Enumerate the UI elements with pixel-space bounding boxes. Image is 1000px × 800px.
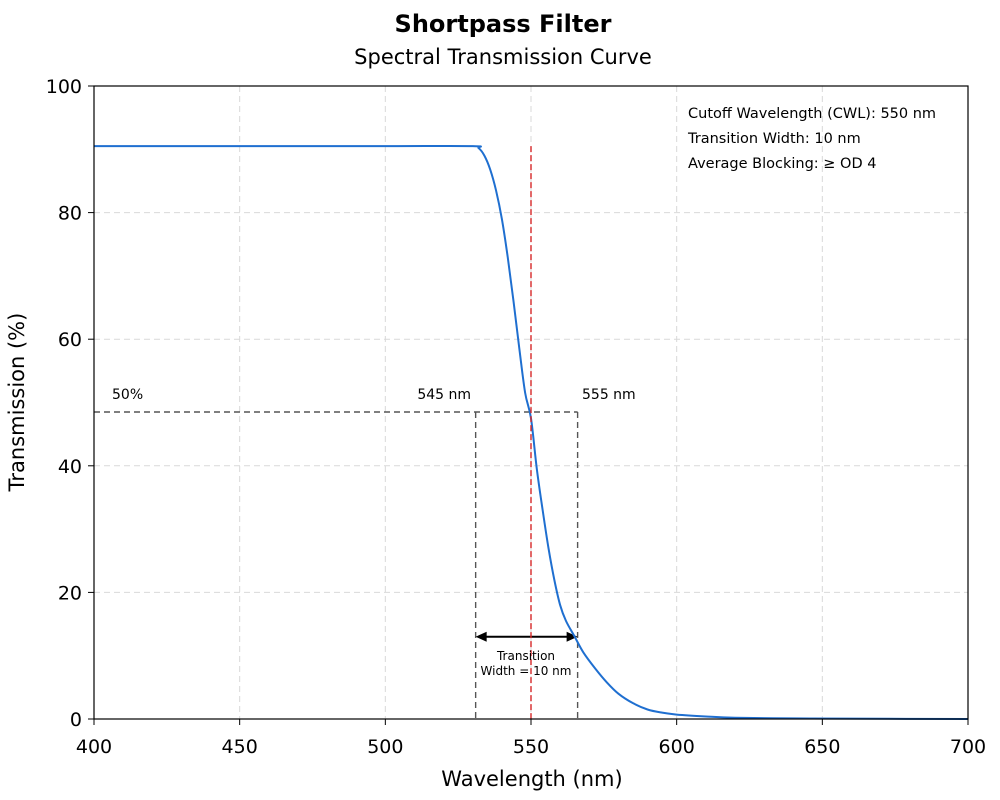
left-edge-label: 545 nm xyxy=(417,387,471,403)
chart-subtitle: Spectral Transmission Curve xyxy=(354,45,652,69)
y-tick-label: 100 xyxy=(46,76,82,98)
y-tick-label: 0 xyxy=(70,709,82,731)
level-label: 50% xyxy=(112,387,143,403)
chart-title: Shortpass Filter xyxy=(395,10,612,38)
y-tick-label: 80 xyxy=(58,203,82,225)
arrow-head-left xyxy=(475,631,487,642)
arrow-head-right xyxy=(566,631,578,642)
y-tick-label: 40 xyxy=(58,456,82,478)
y-tick-label: 60 xyxy=(58,329,82,351)
info-blocking: Average Blocking: ≥ OD 4 xyxy=(688,156,876,172)
info-cwl: Cutoff Wavelength (CWL): 550 nm xyxy=(688,106,936,122)
x-tick-label: 500 xyxy=(367,736,403,758)
transition-label-line1: Transition xyxy=(496,649,555,663)
x-tick-label: 450 xyxy=(222,736,258,758)
y-axis-ticks: 0 20 40 60 80 100 xyxy=(46,76,94,731)
x-tick-label: 650 xyxy=(804,736,840,758)
y-axis-label: Transmission (%) xyxy=(5,313,29,493)
x-axis-label: Wavelength (nm) xyxy=(441,767,622,791)
y-tick-label: 20 xyxy=(58,582,82,604)
x-tick-label: 400 xyxy=(76,736,112,758)
x-tick-label: 550 xyxy=(513,736,549,758)
transmission-curve xyxy=(94,144,969,720)
x-tick-label: 700 xyxy=(950,736,986,758)
x-tick-label: 600 xyxy=(659,736,695,758)
transition-band-guides xyxy=(94,411,579,719)
right-edge-label: 555 nm xyxy=(582,387,636,403)
info-transition-width: Transition Width: 10 nm xyxy=(687,131,861,147)
x-axis-ticks: 400 450 500 550 600 650 700 xyxy=(76,719,986,758)
transition-label-line2: Width = 10 nm xyxy=(481,664,572,678)
series-layer xyxy=(94,144,969,720)
